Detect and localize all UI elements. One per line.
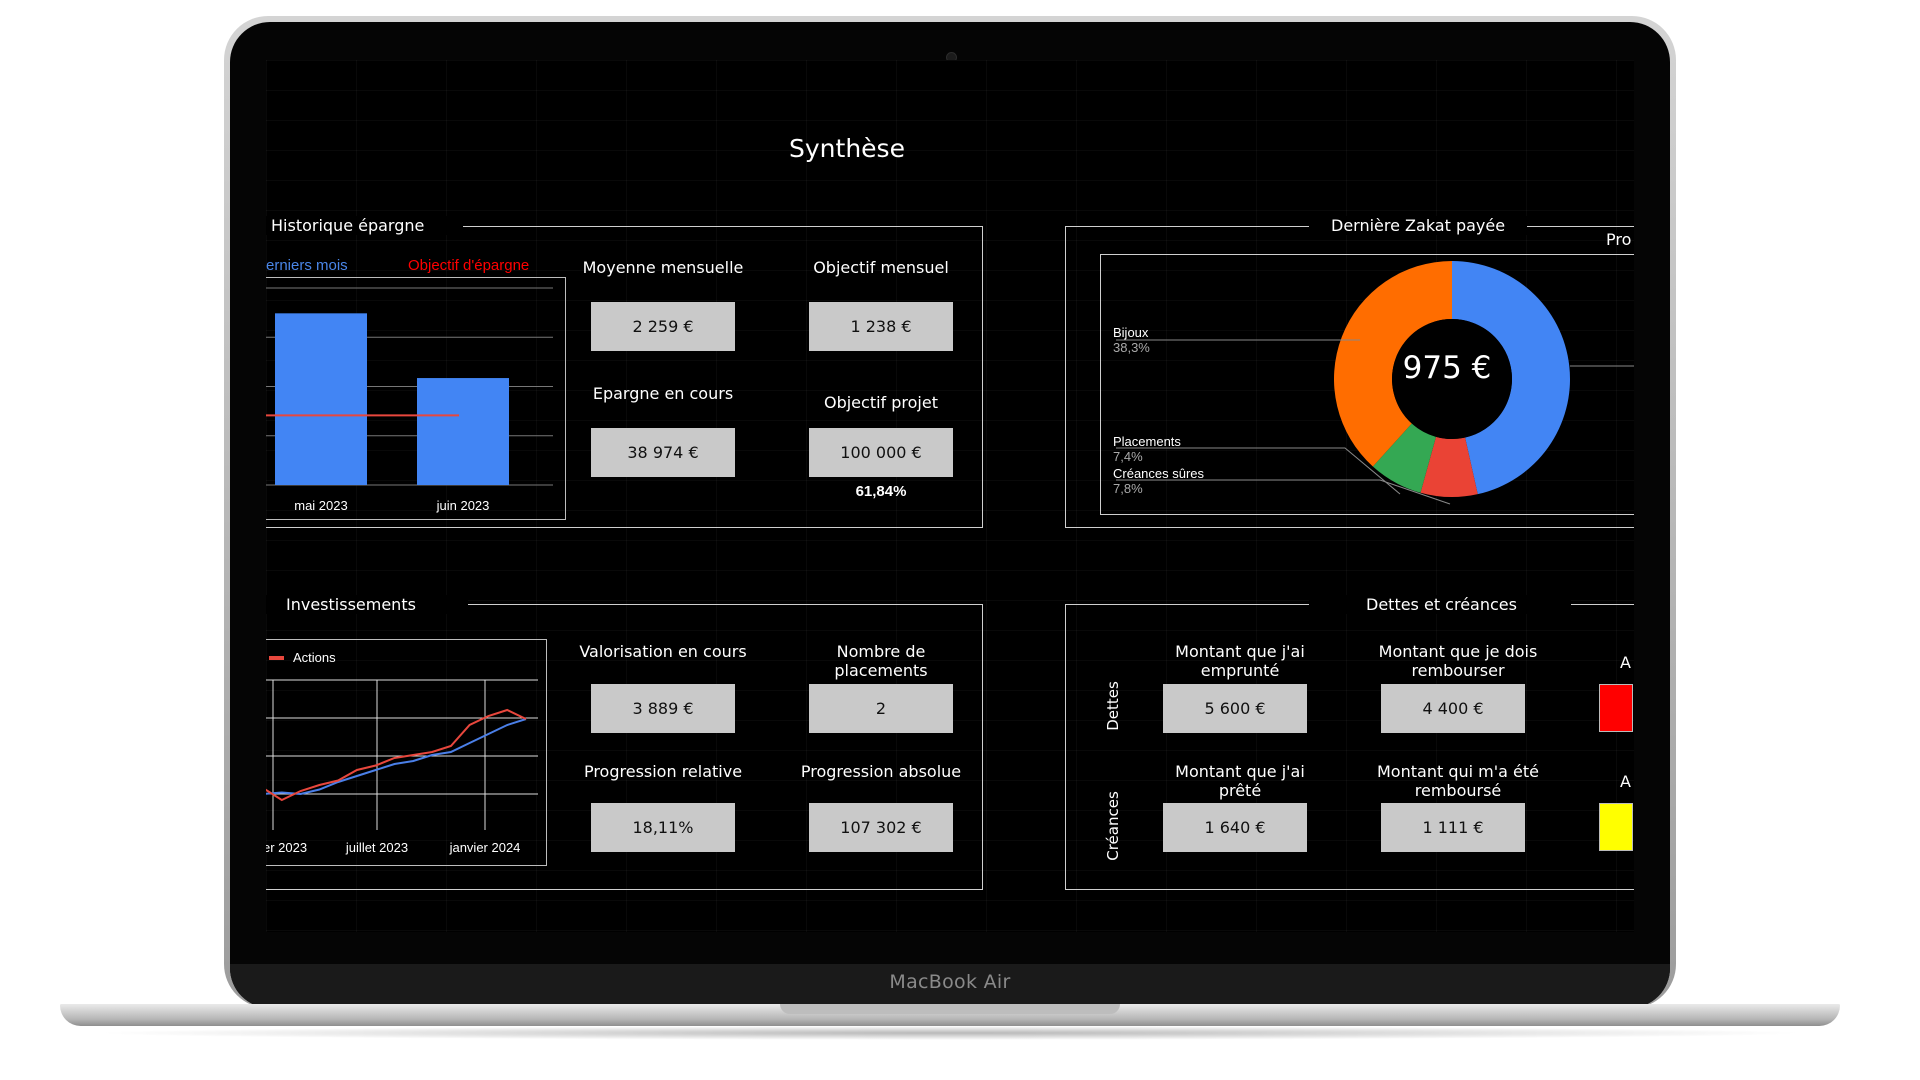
laptop-base [60, 1004, 1840, 1026]
bar-mai 2023 [275, 313, 367, 485]
bar-juin 2023 [417, 378, 509, 485]
stat-label-borrowed: Montant que j'ai emprunté [1175, 642, 1305, 680]
donut-label-placements-pct: 7,4% [1113, 449, 1143, 464]
donut-slice-creances [1420, 436, 1478, 497]
stat-value-monthly-target: 1 238 € [809, 302, 953, 351]
bar-tick-label: mai 2023 [294, 498, 347, 513]
stat-label-lent: Montant que j'ai prêté [1175, 762, 1305, 800]
line-tick-label: janvier 2024 [449, 840, 521, 855]
savings-legend-target: Objectif d'épargne [408, 257, 530, 274]
donut-hole [1392, 319, 1512, 439]
savings-legend-series: erniers mois [266, 257, 348, 274]
line-tick-label: juillet 2023 [345, 840, 408, 855]
stat-label-monthly-average: Moyenne mensuelle [582, 258, 744, 277]
investments-line-svg: Actions er 2023 juillet 2023 janvier 2024 [266, 650, 538, 855]
leader-creances [1116, 479, 1451, 505]
donut-slice-bijoux [1334, 261, 1452, 467]
row-label-debts: Dettes [1104, 681, 1122, 731]
donut-label-creances-pct: 7,8% [1113, 481, 1143, 496]
stat-label-placements-count: Nombre de placements [834, 642, 928, 680]
bar-tick-label: juin 2023 [436, 498, 490, 513]
project-progress-percent: 61,84% [855, 483, 907, 500]
donut-label-placements: Placements 7,4% [1113, 434, 1181, 464]
zakat-donut-chart [1116, 261, 1634, 505]
dashboard-screen: Synthèse Historique épargne erniers mois… [266, 60, 1634, 932]
donut-label-creances-name: Créances sûres [1113, 466, 1205, 481]
investments-panel [266, 604, 983, 890]
page-title: Synthèse [789, 134, 905, 163]
debts-section-title: Dettes et créances [1309, 595, 1571, 614]
legend-actions-swatch [269, 656, 284, 660]
savings-bar-svg: mai 2023 juin 2023 [266, 287, 553, 513]
donut-label-bijoux-pct: 38,3% [1113, 340, 1150, 355]
leader-placements [1116, 447, 1401, 495]
stat-value-to-repay: 4 400 € [1381, 684, 1525, 733]
stat-label-repaid-to-me: Montant qui m'a été remboursé [1377, 762, 1539, 800]
line-series [266, 708, 527, 802]
investments-section-title: Investissements [266, 595, 468, 614]
donut-slice-remainder [1452, 261, 1570, 495]
donut-slice-placements [1372, 423, 1436, 493]
stat-label-absolute-progress: Progression absolue [800, 762, 962, 781]
donut-label-creances: Créances sûres 7,8% [1113, 466, 1204, 496]
stat-label-project-target: Objectif projet [823, 393, 938, 412]
debts-clip-label-2: A [1620, 772, 1631, 791]
laptop-chin: MacBook Air [230, 964, 1670, 1008]
donut-label-bijoux: Bijoux 38,3% [1113, 325, 1150, 355]
stat-label-to-repay: Montant que je dois rembourser [1378, 642, 1538, 680]
stat-value-placements-count: 2 [809, 684, 953, 733]
stat-value-monthly-average: 2 259 € [591, 302, 735, 351]
stat-value-relative-progress: 18,11% [591, 803, 735, 852]
brand-label: MacBook Air [889, 971, 1011, 993]
stat-value-borrowed: 5 600 € [1163, 684, 1307, 733]
debts-status-swatch-yellow [1599, 803, 1633, 851]
stat-value-valuation: 3 889 € [591, 684, 735, 733]
laptop-shadow [90, 1026, 1810, 1040]
savings-section-title: Historique épargne [266, 216, 464, 235]
debts-status-swatch-red [1599, 684, 1633, 732]
zakat-inner-chart-frame [1100, 254, 1634, 515]
line-tick-label: er 2023 [266, 840, 307, 855]
donut-label-placements-name: Placements [1113, 434, 1181, 449]
donut-label-bijoux-name: Bijoux [1113, 325, 1149, 340]
debts-panel [1065, 604, 1634, 890]
zakat-right-clip-label: Pro [1606, 230, 1632, 249]
stat-value-current-savings: 38 974 € [591, 428, 735, 477]
stat-label-monthly-target: Objectif mensuel [813, 258, 949, 277]
stat-value-lent: 1 640 € [1163, 803, 1307, 852]
savings-panel [266, 226, 983, 528]
donut-center-total: 975 € [1402, 350, 1492, 386]
stat-value-repaid-to-me: 1 111 € [1381, 803, 1525, 852]
laptop-notch [780, 1004, 1120, 1014]
zakat-section-title: Dernière Zakat payée [1309, 216, 1528, 235]
row-label-claims: Créances [1104, 791, 1122, 861]
savings-bar-chart: mai 2023 juin 2023 [266, 277, 566, 520]
stat-value-absolute-progress: 107 302 € [809, 803, 953, 852]
line-series [266, 718, 527, 796]
stat-label-valuation: Valorisation en cours [579, 642, 747, 661]
debts-clip-label-1: A [1620, 653, 1631, 672]
stat-value-project-target: 100 000 € [809, 428, 953, 477]
stat-label-relative-progress: Progression relative [583, 762, 743, 781]
legend-actions-label: Actions [293, 650, 336, 665]
investments-line-chart: Actions er 2023 juillet 2023 janvier 2024 [266, 639, 547, 866]
stat-label-current-savings: Epargne en cours [592, 384, 734, 403]
